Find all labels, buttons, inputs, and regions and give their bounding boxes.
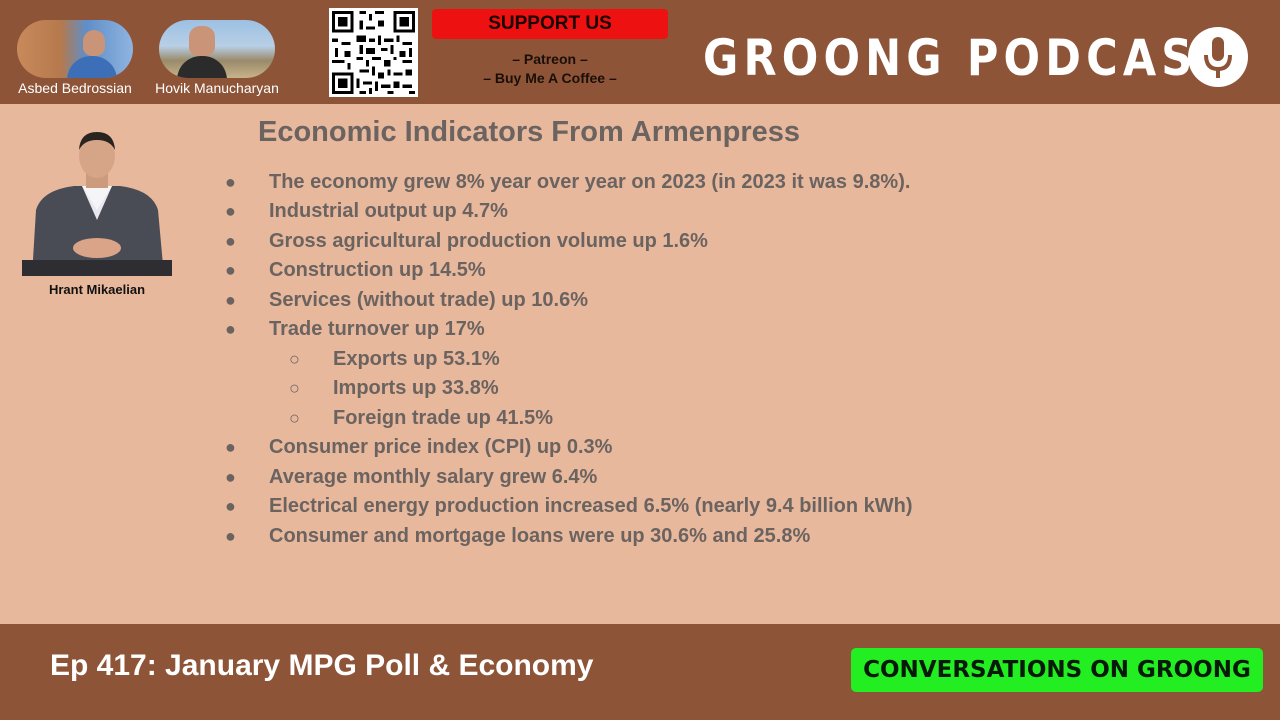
qr-code[interactable] (329, 8, 418, 97)
host-photo-asbed (17, 20, 133, 78)
bullet-marker: ● (225, 260, 236, 280)
guest-photo (22, 128, 172, 276)
show-badge: CONVERSATIONS ON GROONG (851, 648, 1263, 692)
podcast-title: GROONG PODCAST (703, 29, 1232, 87)
bullet-text: The economy grew 8% year over year on 20… (269, 171, 911, 193)
guest-card: Hrant Mikaelian (22, 128, 172, 297)
host-card-asbed: Asbed Bedrossian (8, 20, 142, 96)
buy-me-a-coffee-link[interactable]: – Buy Me A Coffee – (483, 70, 617, 86)
host-name-asbed: Asbed Bedrossian (18, 80, 132, 96)
host-photo-hovik (159, 20, 275, 78)
bullet-text: Exports up 53.1% (333, 348, 500, 370)
bullet-marker: ● (225, 526, 236, 546)
bullet-text: Consumer and mortgage loans were up 30.6… (269, 525, 811, 547)
support-links: – Patreon – – Buy Me A Coffee – (432, 50, 668, 88)
bullet-text: Gross agricultural production volume up … (269, 230, 708, 252)
bullet-text: Consumer price index (CPI) up 0.3% (269, 436, 613, 458)
bullet-text: Average monthly salary grew 6.4% (269, 466, 598, 488)
host-name-hovik: Hovik Manucharyan (155, 80, 279, 96)
bullet-marker: ● (225, 290, 236, 310)
bullet-text: Industrial output up 4.7% (269, 200, 508, 222)
bullet-marker: ● (225, 201, 236, 221)
sub-bullet-marker: ○ (289, 378, 300, 398)
sub-bullet-marker: ○ (289, 408, 300, 428)
microphone-icon (1188, 27, 1248, 87)
sub-bullet-marker: ○ (289, 349, 300, 369)
bullet-marker: ● (225, 231, 236, 251)
bullet-marker: ● (225, 319, 236, 339)
bullet-text: Trade turnover up 17% (269, 318, 485, 340)
slide-title: Economic Indicators From Armenpress (258, 116, 801, 148)
bullet-marker: ● (225, 467, 236, 487)
bullet-marker: ● (225, 437, 236, 457)
bullet-text: Construction up 14.5% (269, 259, 486, 281)
bullet-text: Electrical energy production increased 6… (269, 495, 913, 517)
bullet-marker: ● (225, 496, 236, 516)
episode-title: Ep 417: January MPG Poll & Economy (50, 649, 594, 682)
bullet-text: Services (without trade) up 10.6% (269, 289, 588, 311)
bullet-text: Foreign trade up 41.5% (333, 407, 554, 429)
guest-name: Hrant Mikaelian (48, 282, 146, 297)
bullet-text: Imports up 33.8% (333, 377, 499, 399)
bullet-marker: ● (225, 172, 236, 192)
host-card-hovik: Hovik Manucharyan (150, 20, 284, 96)
patreon-link[interactable]: – Patreon – (512, 51, 588, 67)
support-us-banner[interactable]: SUPPORT US (432, 9, 668, 39)
